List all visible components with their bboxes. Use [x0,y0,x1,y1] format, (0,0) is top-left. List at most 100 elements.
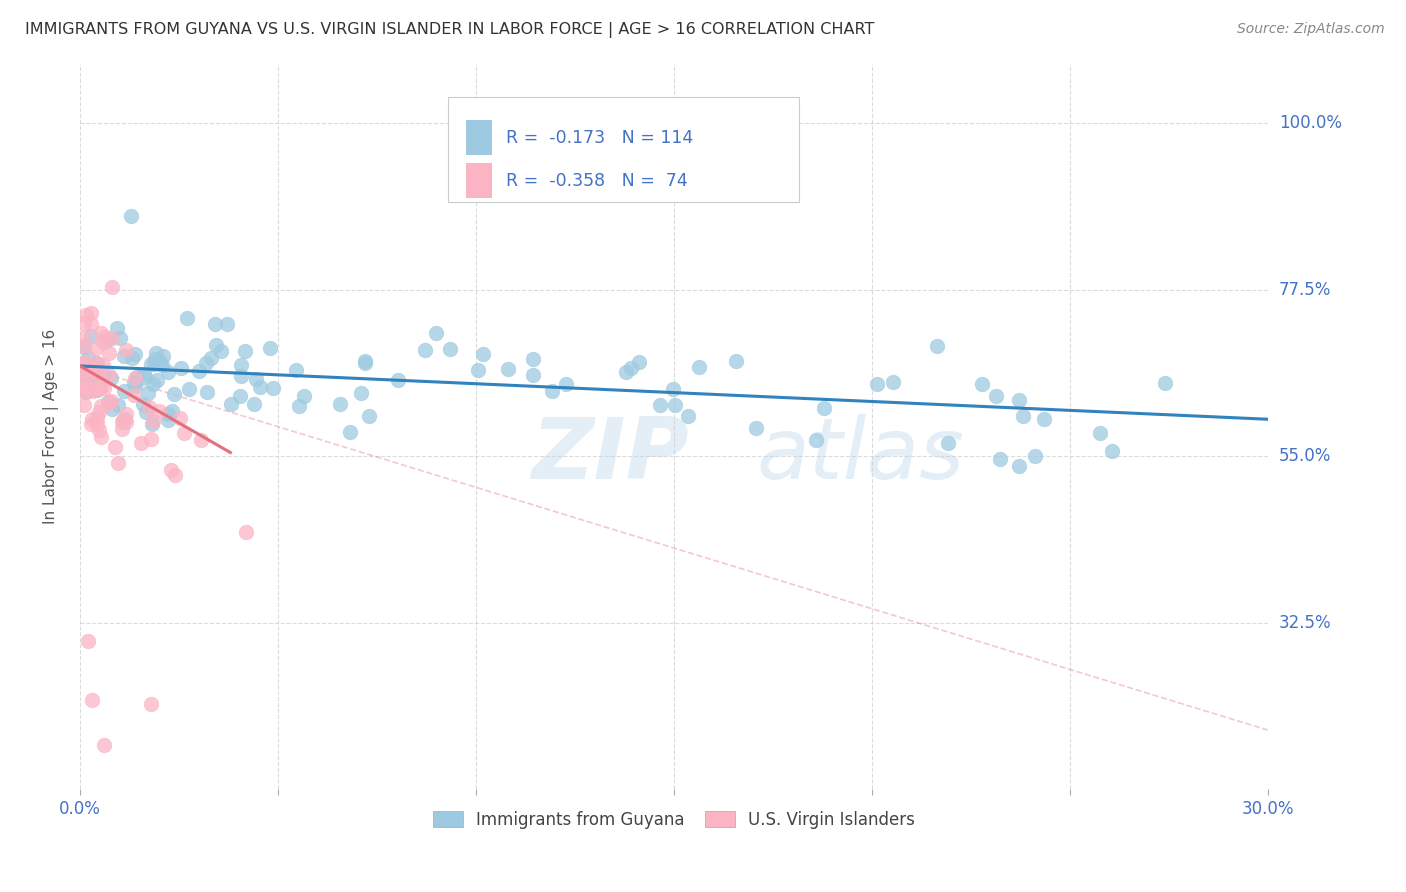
Point [98,345,121,359]
Text: IMMIGRANTS FROM GUYANA VS U.S. VIRGIN ISLANDER IN LABOR FORCE | AGE > 16 CORRELA: IMMIGRANTS FROM GUYANA VS U.S. VIRGIN IS… [25,22,875,38]
Point [243,397,266,411]
Bar [465,163,492,198]
Point [205,337,228,351]
Point [76,384,98,398]
Point [114,412,136,426]
Y-axis label: In Labor Force | Age > 16: In Labor Force | Age > 16 [44,329,59,524]
Point [93,381,115,395]
Point [100,394,122,409]
Point [339,425,361,439]
Text: 32.5%: 32.5% [1279,614,1331,632]
Point [209,343,232,358]
Point [114,407,136,421]
Point [350,386,373,401]
FancyBboxPatch shape [449,96,799,202]
Point [112,384,135,398]
Point [229,389,252,403]
Point [138,386,160,401]
Point [101,331,124,345]
Point [662,382,685,396]
Point [73,339,96,353]
Point [134,369,156,384]
Point [1154,376,1177,390]
Point [413,343,436,358]
Point [664,398,686,412]
Point [75,385,97,400]
Point [73,316,96,330]
Point [1008,458,1031,473]
Point [93,368,115,382]
Point [229,368,252,383]
Text: R =  -0.173   N = 114: R = -0.173 N = 114 [506,128,693,146]
Point [107,398,129,412]
Point [77,376,100,390]
Text: 100.0%: 100.0% [1279,114,1341,132]
Point [522,352,544,367]
Point [146,373,169,387]
Point [97,395,120,409]
Point [100,371,122,385]
Point [142,377,165,392]
Point [75,309,97,323]
Point [329,397,352,411]
Point [98,396,121,410]
Point [806,433,828,447]
Point [104,440,127,454]
Point [112,349,135,363]
Point [245,372,267,386]
Point [89,372,111,386]
Point [80,317,103,331]
Point [1011,409,1033,423]
Point [141,417,163,431]
Point [101,280,124,294]
Point [110,331,132,345]
Point [73,382,96,396]
Point [89,380,111,394]
Point [73,371,96,385]
Point [73,381,96,395]
Point [1007,392,1029,407]
Point [79,364,101,378]
Point [215,318,238,332]
Point [496,362,519,376]
Point [80,328,103,343]
Point [86,417,108,431]
Point [124,379,146,393]
Point [86,361,108,376]
Point [125,369,148,384]
Point [725,354,748,368]
Point [111,413,134,427]
Point [233,344,256,359]
Point [648,399,671,413]
Point [986,389,1008,403]
Point [73,339,96,353]
Point [142,414,165,428]
Point [101,402,124,417]
Text: atlas: atlas [756,414,965,497]
Point [111,422,134,436]
Text: 55.0%: 55.0% [1279,447,1331,466]
Point [813,401,835,416]
Point [73,383,96,397]
Point [152,349,174,363]
Point [163,387,186,401]
Point [204,317,226,331]
Point [176,311,198,326]
Point [359,409,381,424]
Point [76,634,98,648]
Point [73,355,96,369]
Point [169,411,191,425]
Point [73,365,96,379]
Point [249,380,271,394]
Point [122,376,145,390]
Point [79,417,101,432]
Text: Source: ZipAtlas.com: Source: ZipAtlas.com [1237,22,1385,37]
Point [89,381,111,395]
Point [141,697,163,711]
Point [121,351,143,365]
Point [89,381,111,395]
Point [138,400,160,414]
Point [287,399,309,413]
Point [1024,449,1046,463]
Point [160,463,183,477]
